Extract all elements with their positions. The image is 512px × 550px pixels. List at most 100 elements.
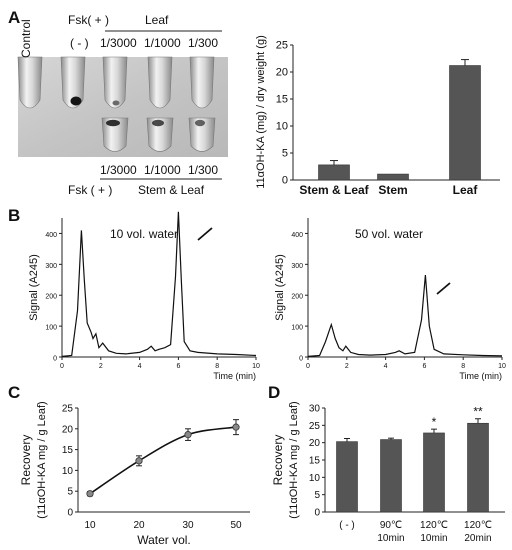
bottom-dilution-1: 1/3000 [100,163,137,177]
tube-top-2 [102,56,128,109]
pellet-neg [70,96,82,106]
d-significance-mark: * [432,415,437,429]
tube-top-3 [147,56,173,109]
b0-xlabel: Time (min) [213,371,256,381]
d-bar [423,432,445,513]
chart-b-right: 0 100 200 300 400 0 2 4 6 8 10 50 vol. water Signal … [274,218,506,381]
a-bar [377,173,409,181]
pellet-bottom-2 [195,119,205,127]
b0-xtick-label: 10 [252,363,260,370]
leaf-group-label: Leaf [145,13,169,27]
panel-label-c: C [8,383,20,402]
d-bar [336,441,358,513]
d-bar [467,422,489,513]
b0-xtick-label: 0 [60,363,64,370]
d-significance-mark: ** [473,405,483,419]
d-ytick-label: 5 [314,490,320,501]
top-dilution-3: 1/300 [188,36,218,50]
a-ytick-label: 25 [276,40,288,52]
b1-ytick-label: 300 [291,263,303,270]
tube-bottom-1 [146,117,174,152]
bottom-dilution-3: 1/300 [188,163,218,177]
d-ylabel: Recovery [271,435,285,486]
panel-label-d: D [268,383,280,402]
a-ytick-label: 10 [276,121,288,133]
chart-c: 0 5 10 15 20 25 10 20 30 50 Water vol. Recovery (11α… [19,401,250,547]
c-ytick-label: 25 [62,404,74,415]
a-ytick-label: 5 [282,148,288,160]
d-ytick-label: 25 [309,421,321,432]
b0-ytick-label: 100 [45,325,57,332]
a-ylabel: 11αOH-KA (mg) / dry weight (g) [255,35,267,188]
b1-ytick-label: 0 [299,356,303,363]
tube-bottom-2 [188,117,216,152]
d-category-label: 120℃ [420,520,448,531]
top-dilution-1: 1/3000 [100,36,137,50]
b0-ytick-label: 200 [45,294,57,301]
c-xlabel: Water vol. [137,533,191,547]
b1-xlabel: Time (min) [459,371,502,381]
b0-ylabel: Signal (A245) [28,254,40,321]
c-ytick-label: 15 [62,445,74,456]
b1-title: 50 vol. water [355,227,423,241]
d-ylabel2: (11αOH-KA mg / g Leaf) [288,401,300,518]
a-ytick-label: 20 [276,67,288,79]
b0-xtick-label: 8 [215,363,219,370]
c-ytick-label: 5 [67,487,73,498]
d-category-label: 20min [464,533,491,544]
b1-xtick-label: 10 [498,363,506,370]
c-ytick-label: 10 [62,466,74,477]
panel-label-b: B [8,206,20,225]
c-xtick-label: 10 [84,520,96,531]
b1-ytick-label: 400 [291,232,303,239]
c-xtick-label: 50 [230,520,242,531]
c-ytick-label: 20 [62,424,74,435]
b1-ytick-label: 200 [291,294,303,301]
b1-ytick-label: 100 [291,325,303,332]
d-ytick-label: 10 [309,473,321,484]
b1-xtick-label: 2 [345,363,349,370]
d-category-label: 10min [420,533,447,544]
c-ytick-label: 0 [67,508,73,519]
a-bar [318,164,350,181]
tube-top-0 [17,56,43,109]
b0-ytick-label: 300 [45,263,57,270]
b1-series-line [307,275,503,357]
b1-xtick-label: 0 [306,363,310,370]
d-category-label: ( - ) [339,520,355,531]
a-category-label: Stem & Leaf [299,183,369,197]
panel-label-a: A [8,8,20,27]
c-xtick-label: 20 [133,520,145,531]
c-point [184,431,192,439]
tube-bottom-0 [101,117,129,152]
d-category-label: 10min [377,533,404,544]
d-ytick-label: 20 [309,438,321,449]
b1-xtick-label: 6 [422,363,426,370]
control-label: Control [19,19,33,58]
c-point [135,457,143,465]
fsk-top-label: Fsk( + ) [68,13,109,27]
d-ytick-label: 0 [314,508,320,519]
a-bar [449,65,481,181]
b0-xtick-label: 4 [138,363,142,370]
b0-arrow [197,227,213,241]
a-category-label: Stem [378,183,407,197]
a-ytick-label: 15 [276,94,288,106]
c-point [232,423,240,431]
tube-top-1 [60,56,86,109]
a-category-label: Leaf [453,183,479,197]
pellet-bottom-1 [152,119,164,127]
b0-series-line [61,211,257,357]
b1-ylabel: Signal (A245) [274,254,286,321]
chart-a-bar: 0 5 10 15 20 25 Stem & Leaf Stem Leaf 11αOH-KA (m… [255,35,500,197]
b1-xtick-label: 4 [384,363,388,370]
d-category-label: 90℃ [380,520,402,531]
b1-xtick-label: 8 [461,363,465,370]
bottom-dilution-2: 1/1000 [144,163,181,177]
chart-b-left: 0 100 200 300 400 0 2 4 6 8 10 10 vol. water Signal … [28,211,260,381]
c-ylabel2: (11αOH-KA mg / g Leaf) [36,401,48,518]
d-category-label: 120℃ [464,520,492,531]
fsk-bottom-label: Fsk ( + ) [68,183,112,197]
b0-title: 10 vol. water [110,227,178,241]
